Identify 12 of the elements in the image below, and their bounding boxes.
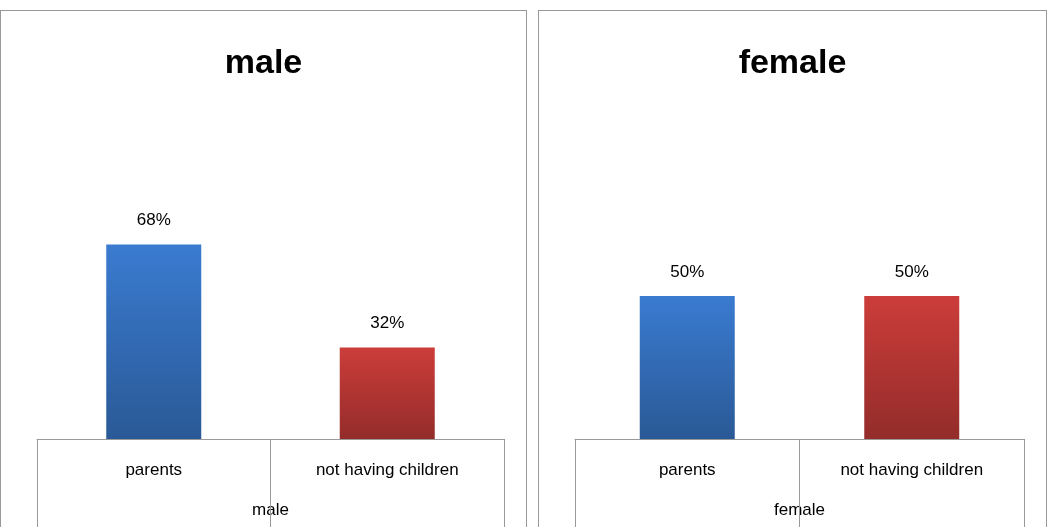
x-tick-label: not having children [315, 460, 459, 479]
data-label: 68% [136, 210, 171, 230]
data-label: 50% [670, 261, 705, 281]
x-tick-label: parents [125, 460, 183, 479]
chart-title: male [224, 42, 303, 80]
x-tick-label: parents [658, 460, 716, 479]
chart-title: female [738, 42, 847, 80]
data-label: 32% [370, 313, 405, 333]
x-axis-title: female [773, 500, 826, 519]
x-axis-title: male [252, 500, 289, 519]
x-tick-label: not having children [840, 460, 984, 479]
data-label: 50% [894, 261, 929, 281]
